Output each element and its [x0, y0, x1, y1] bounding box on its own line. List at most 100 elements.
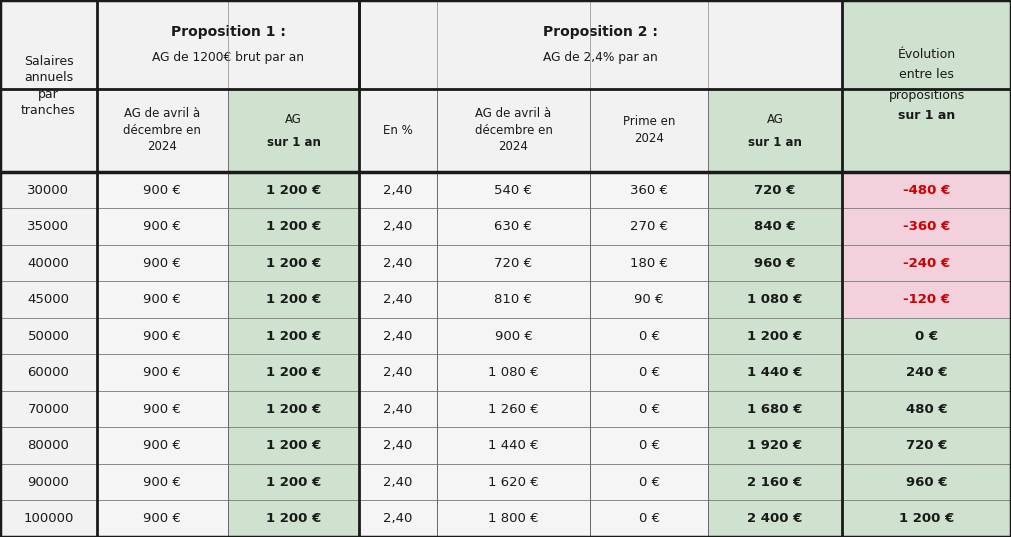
- Bar: [437, 500, 590, 537]
- Bar: [97, 0, 359, 89]
- Bar: [359, 0, 842, 89]
- Text: 1 200 €: 1 200 €: [747, 330, 803, 343]
- Bar: [590, 354, 708, 391]
- Text: Prime en
2024: Prime en 2024: [623, 115, 675, 145]
- Text: AG: AG: [285, 113, 302, 126]
- Bar: [590, 281, 708, 318]
- Bar: [437, 172, 590, 208]
- Text: 2 400 €: 2 400 €: [747, 512, 803, 525]
- Bar: [842, 245, 1011, 281]
- Text: 1 920 €: 1 920 €: [747, 439, 803, 452]
- Text: 900 €: 900 €: [144, 366, 181, 379]
- Text: AG: AG: [766, 113, 784, 126]
- Bar: [0, 354, 97, 391]
- Bar: [227, 500, 359, 537]
- Text: AG de avril à
décembre en
2024: AG de avril à décembre en 2024: [123, 107, 201, 153]
- Bar: [97, 281, 227, 318]
- Bar: [359, 464, 437, 500]
- Bar: [359, 318, 437, 354]
- Text: 480 €: 480 €: [906, 403, 947, 416]
- Bar: [359, 427, 437, 464]
- Bar: [842, 391, 1011, 427]
- Bar: [708, 500, 842, 537]
- Bar: [0, 245, 97, 281]
- Bar: [97, 500, 227, 537]
- Bar: [97, 464, 227, 500]
- Bar: [227, 464, 359, 500]
- Text: 720 €: 720 €: [754, 184, 796, 197]
- Text: 630 €: 630 €: [494, 220, 533, 233]
- Bar: [842, 0, 1011, 172]
- Text: 900 €: 900 €: [144, 184, 181, 197]
- Text: -360 €: -360 €: [903, 220, 950, 233]
- Text: 900 €: 900 €: [494, 330, 533, 343]
- Text: 0 €: 0 €: [639, 366, 659, 379]
- Text: 0 €: 0 €: [639, 512, 659, 525]
- Bar: [437, 464, 590, 500]
- Bar: [359, 89, 437, 172]
- Bar: [97, 354, 227, 391]
- Bar: [359, 208, 437, 245]
- Bar: [437, 391, 590, 427]
- Text: 1 200 €: 1 200 €: [266, 366, 321, 379]
- Text: Proposition 2 :: Proposition 2 :: [543, 25, 658, 40]
- Bar: [0, 172, 97, 208]
- Text: 1 800 €: 1 800 €: [488, 512, 539, 525]
- Text: 360 €: 360 €: [630, 184, 668, 197]
- Text: propositions: propositions: [889, 89, 964, 102]
- Bar: [227, 172, 359, 208]
- Bar: [97, 245, 227, 281]
- Text: 720 €: 720 €: [494, 257, 533, 270]
- Bar: [227, 391, 359, 427]
- Bar: [590, 427, 708, 464]
- Text: 180 €: 180 €: [630, 257, 668, 270]
- Text: 80000: 80000: [27, 439, 70, 452]
- Bar: [0, 318, 97, 354]
- Text: -480 €: -480 €: [903, 184, 950, 197]
- Bar: [359, 391, 437, 427]
- Bar: [590, 464, 708, 500]
- Bar: [97, 89, 227, 172]
- Text: 2,40: 2,40: [383, 512, 412, 525]
- Text: 1 080 €: 1 080 €: [747, 293, 803, 306]
- Text: 0 €: 0 €: [915, 330, 938, 343]
- Text: 60000: 60000: [27, 366, 70, 379]
- Bar: [842, 281, 1011, 318]
- Bar: [708, 464, 842, 500]
- Bar: [227, 318, 359, 354]
- Text: 1 200 €: 1 200 €: [266, 476, 321, 489]
- Text: 100000: 100000: [23, 512, 74, 525]
- Bar: [590, 318, 708, 354]
- Bar: [359, 500, 437, 537]
- Text: 2 160 €: 2 160 €: [747, 476, 803, 489]
- Text: 960 €: 960 €: [906, 476, 947, 489]
- Bar: [842, 500, 1011, 537]
- Text: sur 1 an: sur 1 an: [267, 135, 320, 149]
- Text: 1 080 €: 1 080 €: [488, 366, 539, 379]
- Text: 2,40: 2,40: [383, 220, 412, 233]
- Bar: [590, 208, 708, 245]
- Text: -240 €: -240 €: [903, 257, 950, 270]
- Text: 270 €: 270 €: [630, 220, 668, 233]
- Bar: [227, 281, 359, 318]
- Bar: [708, 427, 842, 464]
- Bar: [359, 354, 437, 391]
- Text: 1 200 €: 1 200 €: [266, 220, 321, 233]
- Text: 720 €: 720 €: [906, 439, 947, 452]
- Text: Salaires
annuels
par
tranches: Salaires annuels par tranches: [21, 55, 76, 117]
- Bar: [708, 354, 842, 391]
- Text: 1 200 €: 1 200 €: [266, 184, 321, 197]
- Text: 2,40: 2,40: [383, 366, 412, 379]
- Text: 960 €: 960 €: [754, 257, 796, 270]
- Text: 2,40: 2,40: [383, 476, 412, 489]
- Text: 35000: 35000: [27, 220, 70, 233]
- Bar: [97, 318, 227, 354]
- Text: 0 €: 0 €: [639, 476, 659, 489]
- Bar: [842, 354, 1011, 391]
- Text: 1 200 €: 1 200 €: [266, 330, 321, 343]
- Bar: [842, 464, 1011, 500]
- Bar: [590, 500, 708, 537]
- Text: 1 200 €: 1 200 €: [266, 439, 321, 452]
- Bar: [97, 208, 227, 245]
- Text: 2,40: 2,40: [383, 257, 412, 270]
